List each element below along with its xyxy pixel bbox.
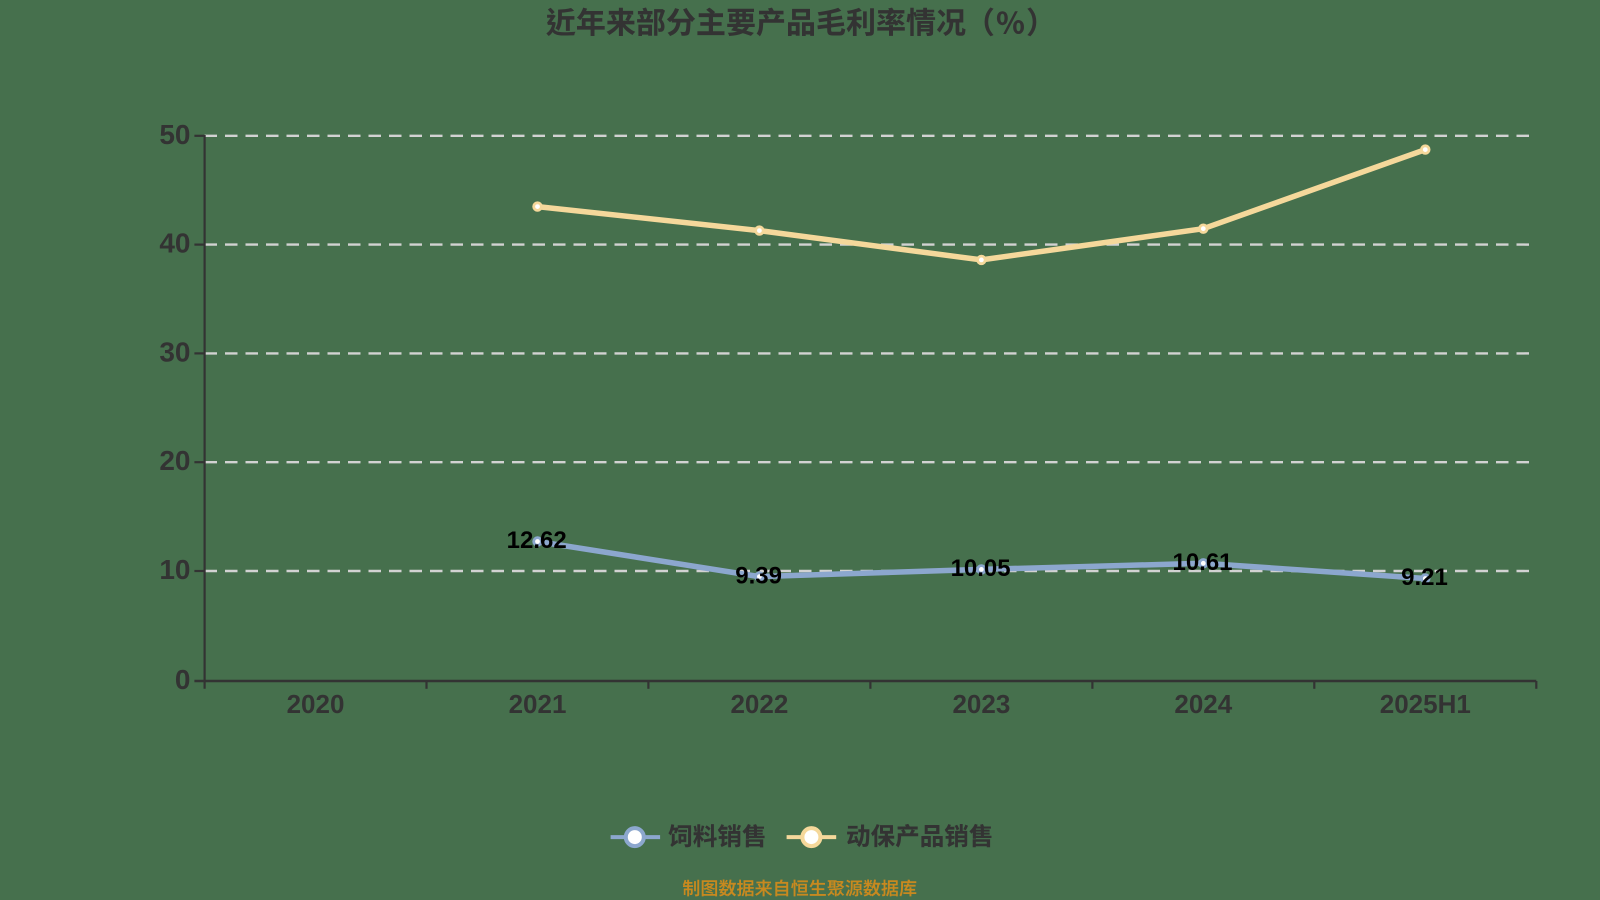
svg-text:2022: 2022 xyxy=(730,689,788,719)
svg-text:9.21: 9.21 xyxy=(1401,564,1448,591)
svg-text:9.39: 9.39 xyxy=(735,562,782,589)
svg-text:10.61: 10.61 xyxy=(1172,549,1232,576)
svg-text:10: 10 xyxy=(159,554,190,585)
svg-text:2024: 2024 xyxy=(1174,689,1232,719)
svg-text:20: 20 xyxy=(159,445,190,476)
svg-text:2025H1: 2025H1 xyxy=(1380,689,1471,719)
svg-text:2023: 2023 xyxy=(952,689,1010,719)
svg-text:30: 30 xyxy=(159,336,190,367)
svg-text:0: 0 xyxy=(175,664,191,695)
svg-text:12.62: 12.62 xyxy=(507,527,567,554)
svg-text:10.05: 10.05 xyxy=(951,555,1011,582)
svg-text:2020: 2020 xyxy=(287,689,345,719)
svg-text:50: 50 xyxy=(159,119,190,150)
svg-text:40: 40 xyxy=(159,228,190,259)
svg-text:2021: 2021 xyxy=(509,689,567,719)
